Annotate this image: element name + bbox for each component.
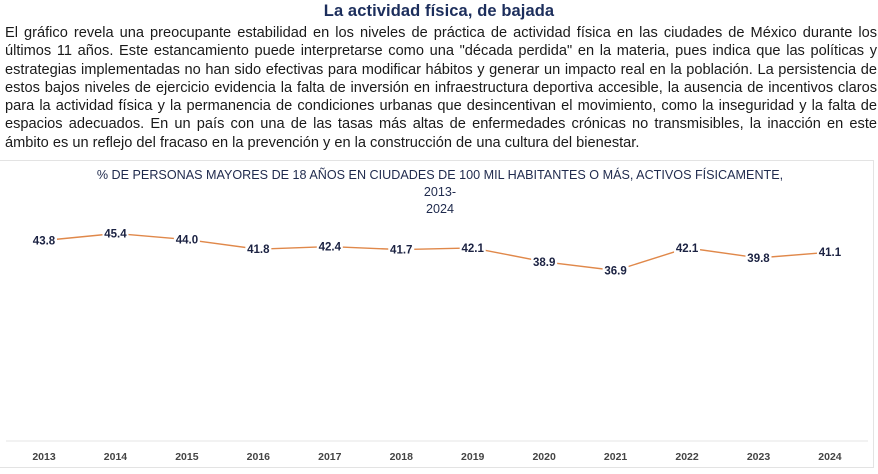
data-label-bg: [245, 242, 272, 256]
data-labels-layer: 43.8 45.4 44.0 41.8 42.4 41.7 42.1 38.9 36.9 42.1…: [31, 226, 843, 277]
data-label-2015: 44.0: [176, 235, 198, 247]
data-label-bg: [102, 226, 129, 240]
data-label-bg: [388, 242, 415, 256]
x-tick-label-2023: 2023: [747, 451, 771, 463]
chart-frame: [0, 160, 874, 468]
data-label-2024: 41.1: [819, 247, 842, 259]
data-label-2013: 43.8: [33, 235, 56, 247]
x-tick-label-2018: 2018: [390, 451, 414, 463]
data-label-2017: 42.4: [319, 242, 342, 254]
data-label-bg: [173, 232, 200, 246]
x-tick-label-2021: 2021: [604, 451, 628, 463]
x-tick-label-2016: 2016: [247, 451, 271, 463]
chart-title-line1: % DE PERSONAS MAYORES DE 18 AÑOS EN CIUD…: [96, 168, 784, 199]
x-tick-label-2015: 2015: [175, 451, 199, 463]
data-label-2018: 41.7: [390, 245, 412, 257]
data-label-bg: [745, 250, 772, 264]
data-label-bg: [816, 245, 843, 259]
data-label-bg: [602, 263, 629, 277]
data-label-bg: [316, 239, 343, 253]
x-tick-labels: 2013 2014 2015 2016 2017 2018 2019 2020 2021 2022…: [32, 451, 841, 463]
x-tick-label-2017: 2017: [318, 451, 342, 463]
data-label-2021: 36.9: [604, 265, 626, 277]
series-line: [43, 232, 831, 272]
chart-title: % DE PERSONAS MAYORES DE 18 AÑOS EN CIUD…: [80, 167, 800, 218]
series-layer: [43, 232, 831, 272]
x-tick-label-2024: 2024: [818, 451, 842, 463]
data-label-2014: 45.4: [104, 229, 127, 241]
description-paragraph: El gráfico revela una preocupante estabi…: [5, 25, 877, 151]
data-label-2022: 42.1: [676, 243, 699, 255]
data-label-bg: [31, 233, 57, 247]
data-label-bg: [531, 254, 558, 268]
data-label-2016: 41.8: [247, 244, 270, 256]
data-label-2023: 39.8: [747, 253, 770, 265]
page-title: La actividad física, de bajada: [323, 2, 555, 20]
data-label-2019: 42.1: [462, 243, 485, 255]
data-label-2020: 38.9: [533, 257, 555, 269]
x-tick-label-2019: 2019: [461, 451, 485, 463]
x-tick-label-2014: 2014: [104, 451, 128, 463]
x-tick-label-2022: 2022: [675, 451, 699, 463]
data-label-bg: [674, 240, 701, 254]
chart-title-line2: 2024: [425, 202, 455, 216]
x-tick-label-2013: 2013: [32, 451, 56, 463]
x-tick-label-2020: 2020: [532, 451, 556, 463]
data-label-bg: [459, 240, 486, 254]
